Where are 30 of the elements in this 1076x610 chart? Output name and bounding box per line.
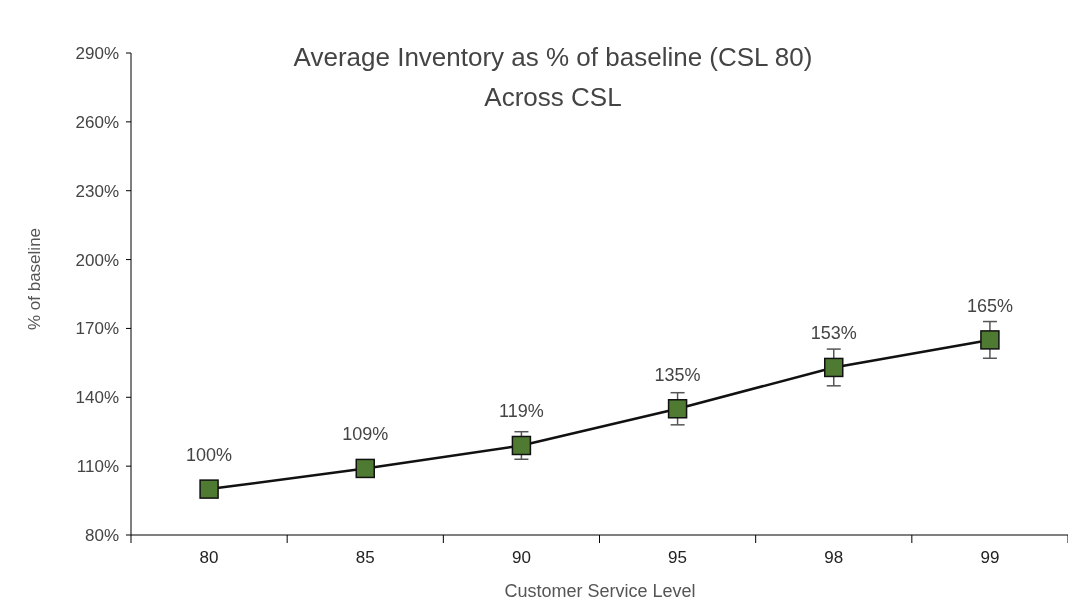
data-label: 165% (966, 295, 1013, 316)
y-tick-label: 230% (75, 181, 119, 201)
x-tick-label: 90 (511, 548, 531, 567)
x-axis-title: Customer Service Level (504, 581, 696, 601)
point (511, 435, 532, 456)
data-label: 100% (186, 445, 233, 466)
point (980, 330, 1000, 350)
text: Across CSL (484, 82, 622, 112)
y-tick-label: 140% (75, 388, 119, 408)
data-label: 135% (654, 364, 701, 385)
y-tick-label: 110% (76, 457, 119, 477)
point (199, 479, 219, 499)
point (355, 458, 375, 479)
y-tick-label: 260% (75, 112, 119, 132)
x-tick-label: 98 (824, 548, 844, 567)
y-tick-label: 290% (75, 43, 119, 63)
y-tick-label: 80% (84, 525, 119, 545)
data-label: 119% (499, 401, 544, 422)
data-label: 153% (810, 323, 857, 344)
x-tick-label: 80 (199, 548, 219, 567)
x-tick-label: 99 (980, 548, 1000, 567)
y-tick-label: 200% (75, 250, 119, 270)
x-tick-label: 95 (668, 548, 688, 567)
y-tick-label: 170% (75, 319, 119, 339)
point (824, 357, 844, 378)
chart-title: Average Inventory as % of baseline (CSL 80) (293, 42, 813, 72)
y-axis-title: % of baseline (25, 227, 44, 331)
x-tick-label: 85 (355, 548, 375, 567)
data-label: 109% (342, 424, 389, 445)
point (667, 399, 688, 419)
